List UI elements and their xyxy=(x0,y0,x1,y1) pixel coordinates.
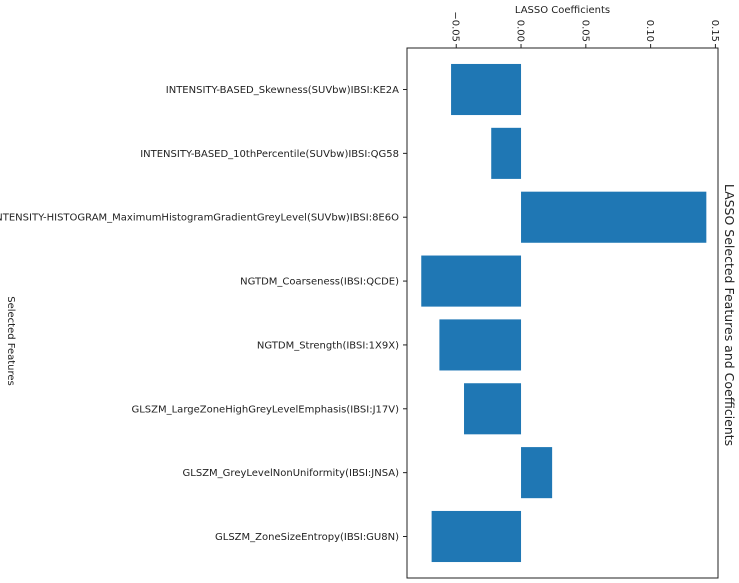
x-tick-label: 0.05 xyxy=(579,20,590,42)
category-label: GLSZM_LargeZoneHighGreyLevelEmphasis(IBS… xyxy=(131,404,399,415)
x-tick-label: 0.00 xyxy=(515,20,526,42)
bar-5 xyxy=(439,319,522,371)
plot-frame xyxy=(406,47,719,579)
x-tick-label: 0.15 xyxy=(709,20,720,42)
x-tick-label: 0.10 xyxy=(644,20,655,42)
bar-1 xyxy=(451,63,522,116)
bar-4 xyxy=(421,255,522,307)
y-axis-label: Selected Features xyxy=(5,296,16,386)
bar-8 xyxy=(431,510,522,563)
x-axis-label: LASSO Coefficients xyxy=(515,5,610,16)
category-label: GLSZM_GreyLevelNonUniformity(IBSI:JNSA) xyxy=(183,468,400,479)
bar-3 xyxy=(521,191,707,243)
category-label: NGTDM_Coarseness(IBSI:QCDE) xyxy=(240,277,399,288)
category-label: NGTDM_Strength(IBSI:1X9X) xyxy=(257,340,399,351)
category-label: INTENSITY-BASED_10thPercentile(SUVbw)IBS… xyxy=(140,149,399,160)
x-tick-label: −0.05 xyxy=(450,11,461,42)
category-label: INTENSITY-HISTOGRAM_MaximumHistogramGrad… xyxy=(0,213,399,224)
category-label: GLSZM_ZoneSizeEntropy(IBSI:GU8N) xyxy=(215,532,399,543)
category-label: INTENSITY-BASED_Skewness(SUVbw)IBSI:KE2A xyxy=(166,85,399,96)
bar-6 xyxy=(464,383,522,435)
bar-7 xyxy=(521,447,553,499)
bar-2 xyxy=(491,127,522,179)
chart-title: LASSO Selected Features and Coefficients xyxy=(722,184,737,446)
